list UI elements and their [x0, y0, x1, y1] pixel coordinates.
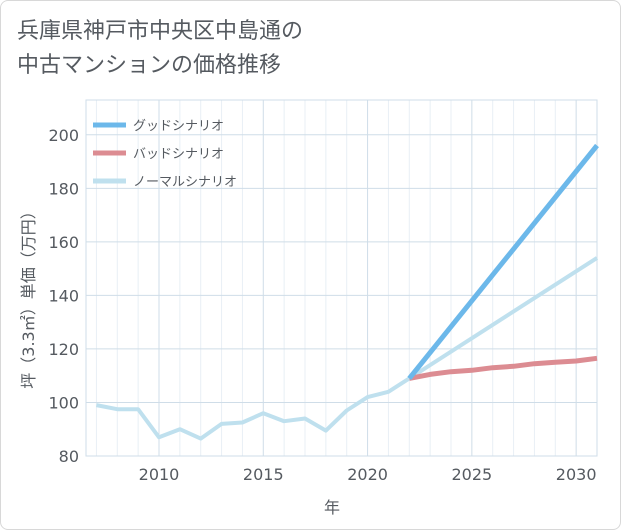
- y-tick-label: 180: [48, 179, 79, 198]
- series-line: [407, 143, 599, 380]
- y-tick-label: 160: [48, 233, 79, 252]
- chart-title: 兵庫県神戸市中央区中島通の 中古マンションの価格推移: [17, 15, 303, 83]
- plot-frame: [85, 99, 598, 457]
- series-group: [96, 143, 599, 441]
- legend-label: グッドシナリオ: [133, 119, 224, 134]
- x-tick-label: 2010: [139, 465, 180, 484]
- y-tick-label: 140: [48, 286, 79, 305]
- series-line: [96, 256, 599, 441]
- legend-label: バッドシナリオ: [133, 147, 224, 162]
- grid: [85, 99, 598, 457]
- y-tick-label: 200: [48, 126, 79, 145]
- x-tick-label: 2025: [451, 465, 492, 484]
- x-axis-label: 年: [324, 498, 340, 517]
- chart-title-line-2: 中古マンションの価格推移: [17, 53, 282, 78]
- y-tick-label: 100: [48, 393, 79, 412]
- tick-labels: 80 100 120 140 160 180 200 2010 2015 2020 2025 2030: [48, 126, 596, 484]
- y-tick-label: 80: [59, 447, 79, 466]
- legend-label: ノーマルシナリオ: [133, 175, 237, 190]
- x-tick-label: 2020: [347, 465, 388, 484]
- y-tick-label: 120: [48, 340, 79, 359]
- y-axis-label: 坪（3.3㎡）単価（万円）: [19, 203, 38, 388]
- series-line: [408, 355, 598, 381]
- chart-title-line-1: 兵庫県神戸市中央区中島通の: [17, 19, 304, 44]
- x-tick-label: 2030: [556, 465, 597, 484]
- x-tick-label: 2015: [243, 465, 284, 484]
